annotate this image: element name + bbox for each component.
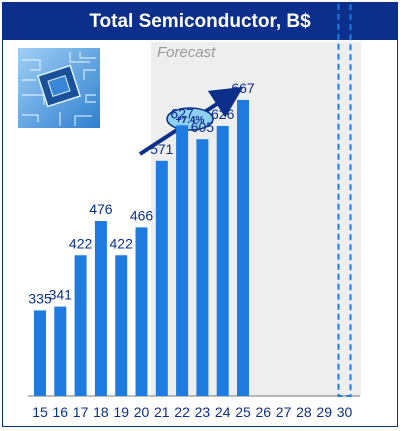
- data-label: 341: [49, 287, 73, 303]
- data-label: 335: [28, 290, 52, 306]
- x-tick-label: 25: [235, 404, 251, 420]
- data-label: 422: [69, 235, 93, 251]
- data-label: 571: [150, 141, 174, 157]
- bar: [54, 306, 67, 396]
- cagr-label: +7.4%: [176, 115, 205, 126]
- x-tick-label: 28: [296, 404, 312, 420]
- chip-icon: [18, 48, 100, 128]
- data-label: 626: [211, 106, 235, 122]
- bar: [34, 310, 46, 396]
- bar: [94, 221, 107, 396]
- x-tick-label: 23: [195, 404, 211, 420]
- x-tick-label: 30: [337, 404, 353, 420]
- x-tick-label: 27: [276, 404, 292, 420]
- data-label: 422: [110, 235, 134, 251]
- bar: [115, 255, 128, 396]
- bar: [74, 255, 87, 396]
- bar: [216, 125, 229, 396]
- data-label: 466: [130, 207, 154, 223]
- x-tick-label: 16: [53, 404, 69, 420]
- x-tick-label: 15: [32, 404, 48, 420]
- bar: [237, 99, 249, 396]
- bar: [176, 125, 189, 397]
- x-tick-label: 29: [316, 404, 332, 420]
- x-tick-label: 21: [154, 404, 170, 420]
- x-tick-label: 24: [215, 404, 231, 420]
- data-label: 605: [191, 119, 215, 135]
- x-tick-label: 26: [256, 404, 272, 420]
- cagr-badge: [166, 107, 214, 131]
- x-tick-label: 17: [73, 404, 89, 420]
- data-label: 476: [89, 201, 113, 217]
- bar: [155, 160, 168, 396]
- x-tick-label: 22: [174, 404, 190, 420]
- bar: [196, 139, 209, 397]
- x-tick-label: 20: [134, 404, 150, 420]
- bar: [135, 227, 148, 396]
- x-tick-label: 18: [93, 404, 109, 420]
- x-tick-label: 19: [113, 404, 129, 420]
- forecast-label: Forecast: [157, 44, 216, 61]
- chart-title: Total Semiconductor, B$: [3, 3, 397, 40]
- data-label: 627: [170, 105, 194, 121]
- data-label: 667: [231, 80, 255, 96]
